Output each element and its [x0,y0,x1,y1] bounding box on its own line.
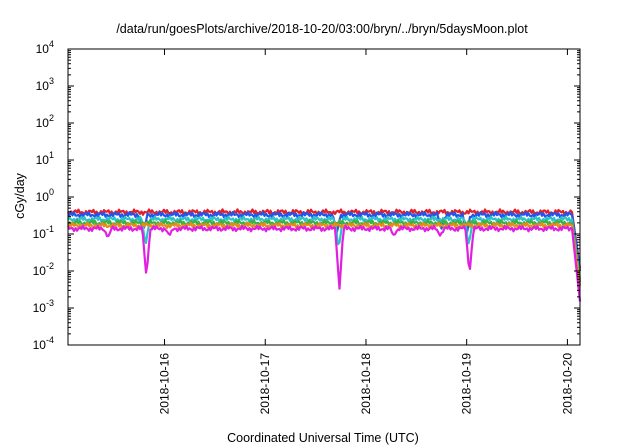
y-axis-label: cGy/day [13,172,27,219]
y-tick-label: 101 [36,150,54,167]
y-tick-exponent: 2 [49,113,54,123]
x-tick-label: 2018-10-17 [258,353,272,415]
y-tick-label: 100 [36,187,54,204]
axis-layer: 10-410-310-210-11001011021031042018-10-1… [33,39,580,414]
y-tick-label: 103 [36,76,54,93]
x-tick-label: 2018-10-20 [560,353,574,415]
y-tick-exponent: -3 [46,298,54,308]
y-tick-label: 10-4 [33,335,54,352]
y-tick-exponent: -1 [46,224,54,234]
series-line [67,224,582,302]
y-tick-exponent: 0 [49,187,54,197]
y-tick-exponent: -2 [46,261,54,271]
x-tick-label: 2018-10-18 [359,353,373,415]
series-layer [67,208,582,302]
x-tick-label: 2018-10-19 [460,353,474,415]
y-tick-label: 104 [36,39,54,56]
plot-frame [67,48,581,346]
y-tick-exponent: 1 [49,150,54,160]
y-tick-label: 10-1 [33,224,54,241]
y-tick-label: 10-2 [33,261,54,278]
y-tick-exponent: 4 [49,39,54,49]
y-tick-exponent: 3 [49,76,54,86]
x-tick-label: 2018-10-16 [158,353,172,415]
y-tick-label: 102 [36,113,54,130]
x-axis-label: Coordinated Universal Time (UTC) [227,431,419,445]
y-tick-exponent: -4 [46,335,54,345]
y-tick-label: 10-3 [33,298,54,315]
series-line [67,211,582,272]
series-line [67,215,582,280]
chart-title: /data/run/goesPlots/archive/2018-10-20/0… [116,22,528,36]
